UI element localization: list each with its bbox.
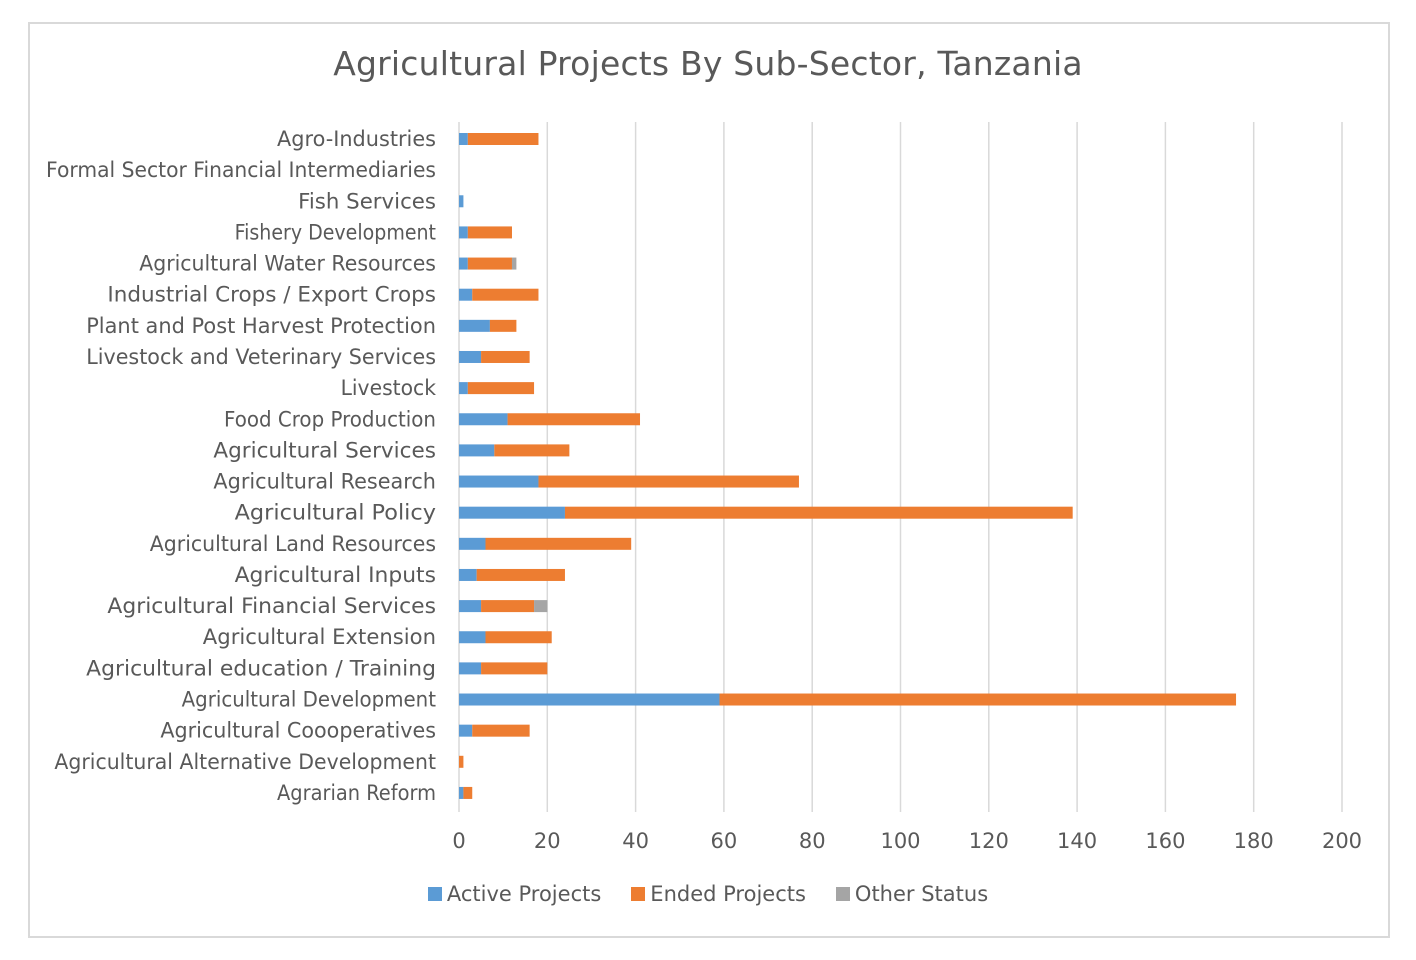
bar-ended-projects xyxy=(507,413,641,426)
bar-active-projects xyxy=(459,382,468,395)
x-tick-label: 80 xyxy=(799,829,826,853)
bar-ended-projects xyxy=(472,724,530,737)
bar-active-projects xyxy=(459,226,468,239)
legend: Active Projects Ended Projects Other Statu… xyxy=(0,882,1416,906)
category-labels: Agro-Industries Formal Sector Financial I… xyxy=(46,127,437,805)
bar-active-projects xyxy=(459,350,482,363)
bar-ended-projects xyxy=(459,755,464,768)
bar-ended-projects xyxy=(481,662,548,675)
bar-active-projects xyxy=(459,475,539,488)
bar-ended-projects xyxy=(538,475,799,488)
category-label: Agricultural Water Resources xyxy=(139,252,436,276)
legend-item: Other Status xyxy=(835,882,989,906)
category-label: Agrarian Reform xyxy=(277,781,436,805)
bar-ended-projects xyxy=(719,693,1237,706)
x-tick-label: 100 xyxy=(880,829,920,853)
bars xyxy=(459,133,1237,799)
category-label: Agricultural Alternative Development xyxy=(54,750,436,774)
x-tick-label: 40 xyxy=(622,829,649,853)
x-tick-label: 180 xyxy=(1234,829,1274,853)
bar-active-projects xyxy=(459,631,486,644)
bar-ended-projects xyxy=(489,319,517,332)
bar-ended-projects xyxy=(467,257,512,270)
bar-active-projects xyxy=(459,506,565,519)
category-label: Agricultural Policy xyxy=(235,501,436,525)
bar-active-projects xyxy=(459,724,473,737)
x-tick-label: 160 xyxy=(1145,829,1185,853)
bar-ended-projects xyxy=(485,537,632,550)
category-label: Agricultural Coooperatives xyxy=(160,719,436,743)
x-tick-label: 200 xyxy=(1322,829,1362,853)
legend-label: Other Status xyxy=(854,882,989,906)
bar-ended-projects xyxy=(467,226,512,239)
bar-ended-projects xyxy=(472,288,539,301)
bar-ended-projects xyxy=(467,133,539,145)
x-tick-label: 140 xyxy=(1057,829,1097,853)
bar-active-projects xyxy=(459,693,720,706)
bar-active-projects xyxy=(459,133,468,145)
bar-ended-projects xyxy=(463,786,473,799)
bar-active-projects xyxy=(459,662,482,675)
category-label: Food Crop Production xyxy=(224,407,436,431)
category-label: Livestock xyxy=(341,376,437,400)
bar-active-projects xyxy=(459,537,486,550)
bar-active-projects xyxy=(459,600,482,613)
x-tick-label: 60 xyxy=(711,829,738,853)
x-tick-label: 20 xyxy=(534,829,561,853)
bar-active-projects xyxy=(459,288,473,301)
bar-ended-projects xyxy=(481,600,535,613)
legend-item: Ended Projects xyxy=(631,882,806,906)
legend-item: Active Projects xyxy=(427,882,602,906)
bar-other-status xyxy=(511,257,517,270)
bar-active-projects xyxy=(459,195,464,208)
category-label: Agro-Industries xyxy=(277,127,436,151)
legend-swatch xyxy=(631,887,646,901)
category-label: Agricultural Research xyxy=(213,470,436,494)
legend-swatch xyxy=(835,887,850,901)
gridlines xyxy=(458,122,1343,812)
bar-ended-projects xyxy=(485,631,552,644)
bar-ended-projects xyxy=(494,444,570,457)
legend-swatch xyxy=(427,887,442,901)
legend-label: Ended Projects xyxy=(650,882,806,906)
bar-ended-projects xyxy=(476,568,565,581)
x-tick-labels: 0 20 40 60 80 100 120 140 160 180 200 xyxy=(452,829,1362,853)
category-label: Industrial Crops / Export Crops xyxy=(107,283,436,307)
category-label: Fish Services xyxy=(298,189,436,213)
category-label: Plant and Post Harvest Protection xyxy=(86,314,436,338)
category-label: Agricultural education / Training xyxy=(86,656,436,680)
x-tick-label: 0 xyxy=(452,829,465,853)
category-label: Fishery Development xyxy=(235,220,436,244)
bar-active-projects xyxy=(459,568,477,581)
bar-active-projects xyxy=(459,413,508,426)
bar-ended-projects xyxy=(467,382,535,395)
bar-active-projects xyxy=(459,257,468,270)
x-tick-label: 120 xyxy=(969,829,1009,853)
category-label: Agricultural Financial Services xyxy=(107,594,436,618)
bar-active-projects xyxy=(459,786,464,799)
bar-active-projects xyxy=(459,319,490,332)
bar-active-projects xyxy=(459,444,495,457)
category-label: Agricultural Extension xyxy=(203,625,436,649)
category-label: Agricultural Inputs xyxy=(235,563,436,587)
category-label: Agricultural Land Resources xyxy=(150,532,436,556)
category-label: Agricultural Development xyxy=(182,688,436,712)
chart-title: Agricultural Projects By Sub-Sector, Tan… xyxy=(333,44,1083,83)
legend-label: Active Projects xyxy=(446,882,602,906)
bar-ended-projects xyxy=(564,506,1073,519)
category-label: Formal Sector Financial Intermediaries xyxy=(46,158,436,182)
bar-other-status xyxy=(534,600,548,613)
category-label: Livestock and Veterinary Services xyxy=(86,345,436,369)
category-label: Agricultural Services xyxy=(213,438,436,462)
bar-ended-projects xyxy=(481,350,530,363)
